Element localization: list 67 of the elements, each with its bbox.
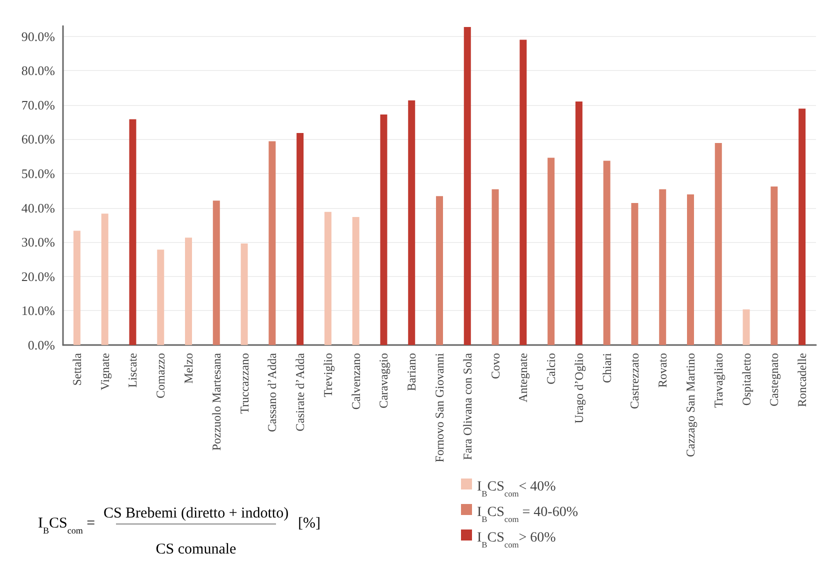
bar <box>240 243 248 345</box>
y-tick-label: 10.0% <box>21 303 56 318</box>
bar <box>101 214 108 345</box>
x-tick-label: Treviglio <box>320 353 335 398</box>
bar <box>798 108 806 345</box>
x-tick-label: Liscate <box>126 353 140 388</box>
x-tick-label: Pozzuolo Martesana <box>209 352 224 451</box>
bar <box>603 160 610 345</box>
bar <box>714 142 722 345</box>
bar <box>296 133 304 345</box>
bar <box>268 141 276 345</box>
text: CS Brebemi (diretto + indotto) <box>103 506 289 522</box>
text: [%] <box>298 516 320 532</box>
bar <box>73 230 80 345</box>
y-tick-label: 20.0% <box>21 268 56 284</box>
x-tick-label: Cassano d’Adda <box>265 352 280 432</box>
x-tick-label: Chiari <box>600 352 614 383</box>
bar <box>659 189 666 345</box>
y-tick-label: 50.0% <box>21 166 56 181</box>
x-tick-label: Covo <box>488 353 502 380</box>
x-tick-label: Vignate <box>98 353 112 390</box>
text: CS comunale <box>156 542 237 558</box>
bar <box>324 212 332 345</box>
y-tick-label: 60.0% <box>21 132 56 147</box>
bar <box>436 196 443 345</box>
y-tick-label: 0.0% <box>28 338 56 352</box>
x-tick-label: Melzo <box>182 353 196 384</box>
x-tick-label: Roncadelle <box>795 353 810 407</box>
bar <box>492 189 499 345</box>
x-tick-label: Truccazzano <box>237 353 252 414</box>
x-tick-label: Travagliato <box>711 353 726 408</box>
x-tick-label: Rovato <box>656 353 670 388</box>
x-tick-label: Settala <box>70 352 84 386</box>
y-tick-label: 90.0% <box>21 28 56 44</box>
x-tick-label: Antegnate <box>516 353 530 402</box>
bar <box>687 194 694 345</box>
y-tick-label: 30.0% <box>21 234 56 250</box>
bar <box>352 217 360 345</box>
bar <box>464 27 471 345</box>
y-tick-label: 70.0% <box>21 97 56 112</box>
x-tick-label: Cazzago San Martino <box>684 353 698 457</box>
y-tick-label: 80.0% <box>21 63 56 78</box>
bar <box>520 40 527 345</box>
x-tick-label: Fornovo San Giovanni <box>432 352 446 462</box>
bar <box>380 114 388 345</box>
bar <box>742 309 750 345</box>
bar <box>575 101 582 345</box>
x-tick-label: Fara Olivana con Sola <box>460 352 474 460</box>
x-tick-label: Urago d’Oglio <box>572 353 586 424</box>
x-tick-label: Casirate d’Adda <box>293 352 308 432</box>
x-tick-label: Bariano <box>404 353 419 391</box>
x-tick-label: Ospitaletto <box>739 353 754 406</box>
bar <box>129 119 136 345</box>
bar <box>157 250 164 345</box>
bar <box>408 100 416 345</box>
x-tick-label: Castrezzato <box>628 353 642 409</box>
x-tick-label: Caravaggio <box>376 353 391 408</box>
x-tick-label: Castegnato <box>767 353 782 406</box>
bar <box>212 200 220 345</box>
bar <box>548 158 555 345</box>
x-tick-label: Calcio <box>544 353 558 384</box>
bar <box>631 202 638 345</box>
y-tick-label: 40.0% <box>21 200 56 216</box>
bar <box>770 186 778 345</box>
x-tick-label: Comazzo <box>154 353 168 398</box>
x-tick-label: Calvenzano <box>348 353 363 410</box>
bar <box>185 238 192 345</box>
